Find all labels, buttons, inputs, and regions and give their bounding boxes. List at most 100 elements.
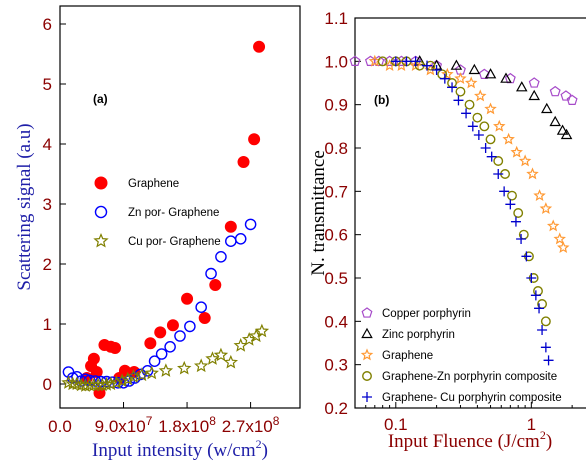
data-point [516, 234, 527, 244]
data-point [528, 89, 540, 101]
data-point [215, 250, 227, 263]
y-tick-label: 0.7 [324, 182, 348, 201]
data-point [533, 189, 546, 201]
data-point [493, 169, 504, 179]
data-point [560, 90, 572, 101]
data-point [539, 202, 553, 214]
y-tick-label: 0.9 [324, 96, 348, 115]
legend-marker [362, 371, 372, 381]
data-point [120, 371, 135, 386]
data-point [209, 279, 222, 291]
data-point [431, 65, 442, 75]
legend-marker [361, 307, 373, 318]
data-point [537, 325, 548, 335]
x-tick-label: 2.7x108 [222, 414, 280, 436]
data-point [237, 156, 250, 168]
data-point [479, 121, 490, 132]
data-point [439, 73, 450, 84]
data-point [480, 143, 491, 153]
data-point [181, 292, 194, 305]
data-point [61, 375, 76, 389]
data-point [468, 63, 481, 75]
data-point [174, 330, 186, 342]
data-point [453, 95, 464, 106]
legend-marker [361, 327, 373, 339]
legend-marker [362, 392, 372, 402]
data-point [253, 40, 266, 53]
data-point [69, 376, 85, 391]
data-point [500, 72, 512, 83]
data-point [502, 132, 515, 145]
y-tick-label: 0.6 [324, 226, 348, 245]
data-point [205, 351, 220, 365]
data-point [154, 326, 167, 339]
data-point [184, 320, 196, 333]
data-point [560, 128, 573, 140]
data-point [195, 301, 207, 314]
data-point [401, 56, 412, 67]
data-point [164, 340, 176, 353]
data-point [513, 208, 524, 218]
panel-a-x-axis-label: Input intensity (w/cm2) [92, 437, 268, 461]
data-point [254, 323, 270, 338]
data-point [533, 286, 543, 296]
panel-b-y-axis-label: N. transmittance [308, 150, 329, 276]
legend-marker [94, 205, 108, 219]
data-point [507, 190, 517, 201]
data-point [526, 167, 539, 180]
data-point [109, 375, 124, 389]
data-point [526, 273, 537, 283]
data-point [528, 77, 540, 88]
data-point [484, 102, 497, 115]
data-point [441, 67, 454, 80]
y-tick-label: 0 [43, 375, 52, 394]
panel-a-legend: Graphene Zn por- Graphene Cu por- Graphene [93, 176, 221, 248]
x-tick-label: 0.1 [384, 415, 408, 434]
data-point [422, 60, 433, 71]
data-point [549, 115, 561, 127]
data-point [158, 363, 174, 377]
data-point [224, 220, 237, 233]
data-point [65, 376, 80, 391]
data-point [467, 121, 478, 132]
data-point [557, 241, 570, 253]
x-tick-label: 9.0x107 [95, 414, 153, 436]
panel-b-label: (b) [374, 93, 389, 107]
data-point [223, 354, 239, 369]
panel-b-legend: Copper porphyrin Zinc porphyrin Graphene Gr… [360, 307, 562, 404]
legend-label: Graphene- Cu porphyrin composite [382, 392, 562, 404]
data-point [134, 367, 150, 382]
data-point [510, 216, 521, 227]
y-tick-label: 6 [43, 15, 52, 34]
data-point [473, 130, 484, 140]
legend-label: Cu por- Graphene [128, 236, 221, 248]
data-point [144, 365, 159, 380]
data-point [464, 76, 478, 89]
data-point [205, 267, 217, 280]
data-point [103, 376, 119, 391]
panel-b-frame [354, 17, 586, 409]
data-point [556, 124, 569, 135]
y-tick-label: 0.8 [324, 139, 348, 158]
data-point [155, 348, 168, 360]
data-point [505, 199, 516, 210]
y-tick-label: 3 [43, 195, 52, 214]
data-point [454, 72, 467, 84]
data-point [225, 235, 237, 247]
data-point [493, 119, 506, 132]
data-point [447, 82, 458, 93]
data-point [493, 156, 504, 166]
panel-b-ticks: 0.2 0.3 0.4 0.5 0.6 0.7 0.8 0.9 1.0 1.1 0.1 1 [324, 9, 573, 434]
y-tick-label: 1.1 [324, 9, 348, 28]
data-point [450, 59, 463, 70]
data-point [90, 377, 106, 392]
x-tick-label: 1 [527, 415, 536, 434]
data-point [553, 232, 566, 245]
panel-a-frame [59, 5, 301, 409]
data-point [349, 55, 361, 66]
data-point [566, 94, 578, 105]
data-point [213, 347, 229, 362]
data-point [472, 112, 483, 123]
data-point [543, 355, 554, 366]
